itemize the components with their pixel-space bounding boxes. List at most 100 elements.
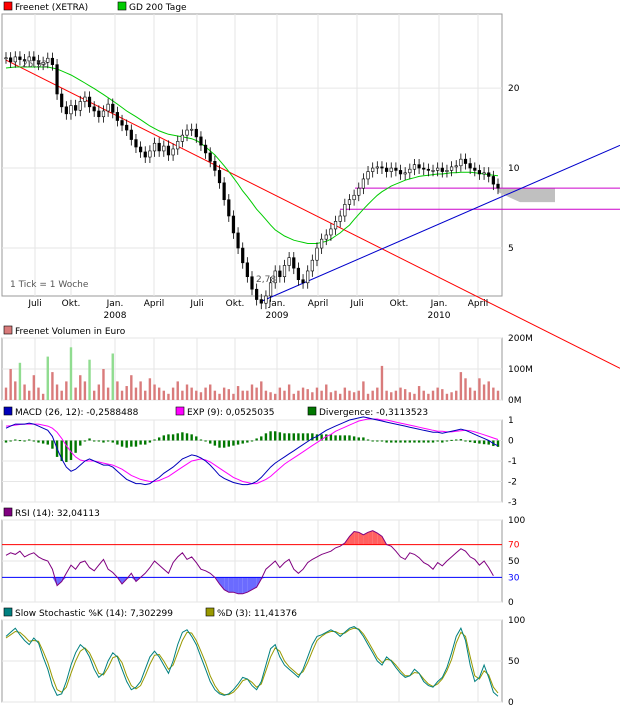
volume-bar-67 [315,387,319,400]
month-label-4: Juli [189,299,203,309]
divergence-bar-55 [260,436,263,441]
volume-tick-label-0: 0M [508,396,522,406]
legend-label-divergence: Divergence: -0,3113523 [319,408,428,418]
candle-body-41 [194,128,198,138]
divergence-bar-10 [51,440,54,449]
divergence-bar-64 [301,433,305,441]
volume-bar-38 [181,390,184,400]
candle-body-104 [487,172,491,177]
month-label-0: Juli [27,299,41,309]
divergence-bar-46 [218,440,221,448]
volume-bar-22 [106,387,110,400]
candle-body-74 [347,199,352,205]
candle-body-0 [4,57,8,60]
candle-body-88 [412,164,417,170]
rsi-under-fill-11 [57,577,62,586]
volume-bar-100 [468,387,472,400]
volume-bars [4,347,500,400]
candle-body-73 [343,204,347,217]
divergence-bar-68 [320,434,323,441]
rsi-under-fill-52 [247,577,252,593]
volume-bar-39 [185,384,189,400]
candle-body-62 [292,257,296,269]
divergence-bar-17 [83,440,87,442]
volume-bar-33 [157,387,161,400]
candle-body-80 [375,166,379,169]
price-tick-label-1: 10 [508,164,520,174]
divergence-bar-53 [250,440,254,442]
divergence-bar-43 [204,440,207,442]
volume-bar-29 [139,381,142,400]
divergence-bar-73 [343,435,347,441]
divergence-bar-25 [120,440,124,447]
rsi-under-fill-46 [219,577,225,590]
month-label-7: April [308,299,329,309]
volume-bar-15 [74,387,77,400]
candle-body-91 [426,168,430,171]
candle-body-56 [264,295,268,304]
volume-bar-31 [148,378,152,400]
rsi-tick-label-3: 70 [508,541,520,551]
price-legend: Freenet (XETRA) GD 200 Tage [3,1,187,13]
candle-body-17 [83,96,87,102]
candle-body-68 [320,238,324,249]
stochastic-grid [2,619,502,703]
candle-body-66 [310,259,314,272]
volume-bar-86 [403,389,407,400]
macd-tick-label-0: -3 [508,498,517,508]
divergence-bar-71 [334,435,337,441]
rsi-under-fill-51 [242,577,248,594]
candle-body-57 [268,282,273,297]
volume-bar-54 [255,387,258,400]
divergence-bar-28 [134,440,138,447]
volume-bar-9 [46,356,49,400]
divergence-bar-24 [116,440,119,445]
stochastic-panel: Slow Stochastic %K (14): 7,302299 %D (3)… [1,607,525,708]
candle-body-15 [74,105,78,111]
volume-title: Freenet Volumen in Euro [15,327,126,337]
candle-body-83 [389,167,393,172]
divergence-bar-41 [195,436,198,441]
legend-label-d: %D (3): 11,41376 [217,609,297,619]
candle-body-7 [36,60,41,65]
volume-bar-60 [283,390,286,400]
volume-bar-76 [357,390,360,400]
month-labels: Juli Okt. Jan. April Juli Okt. Jan. April Juli Ok… [27,299,488,309]
macd-y-ticks: -3 -2 -1 0 1 [508,416,517,508]
candle-body-24 [115,112,119,121]
volume-bar-98 [459,372,463,400]
volume-bar-37 [176,381,179,400]
candle-body-5 [27,56,31,62]
divergence-bar-95 [445,440,449,442]
candle-body-69 [324,234,328,240]
volume-bar-19 [92,390,96,400]
divergence-bar-12 [60,440,63,461]
volume-bar-68 [320,390,323,400]
candle-body-79 [371,167,375,172]
month-label-2: Jan. [106,299,124,309]
volume-bar-81 [380,365,384,400]
price-tick-label-0: 5 [508,244,514,254]
candle-body-49 [231,215,236,234]
divergence-bar-54 [255,438,258,441]
divergence-bar-0 [4,440,8,443]
candle-body-59 [278,270,282,278]
divergence-bar-91 [427,440,430,443]
divergence-bar-45 [213,440,217,446]
month-label-9: Okt. [390,299,409,309]
candle-body-23 [111,103,115,113]
volume-bar-45 [213,390,217,400]
divergence-bar-38 [181,432,184,441]
candle-body-99 [463,158,468,164]
volume-bar-65 [306,389,309,400]
candle-body-67 [315,247,319,261]
year-labels: 2008 2009 2010 [104,311,451,321]
volume-bar-71 [334,390,337,400]
candle-body-61 [287,257,291,266]
divergence-bar-84 [394,440,398,443]
candle-body-25 [120,120,124,126]
candle-body-48 [227,199,231,217]
candle-body-40 [190,128,194,131]
divergence-bar-99 [464,440,467,442]
